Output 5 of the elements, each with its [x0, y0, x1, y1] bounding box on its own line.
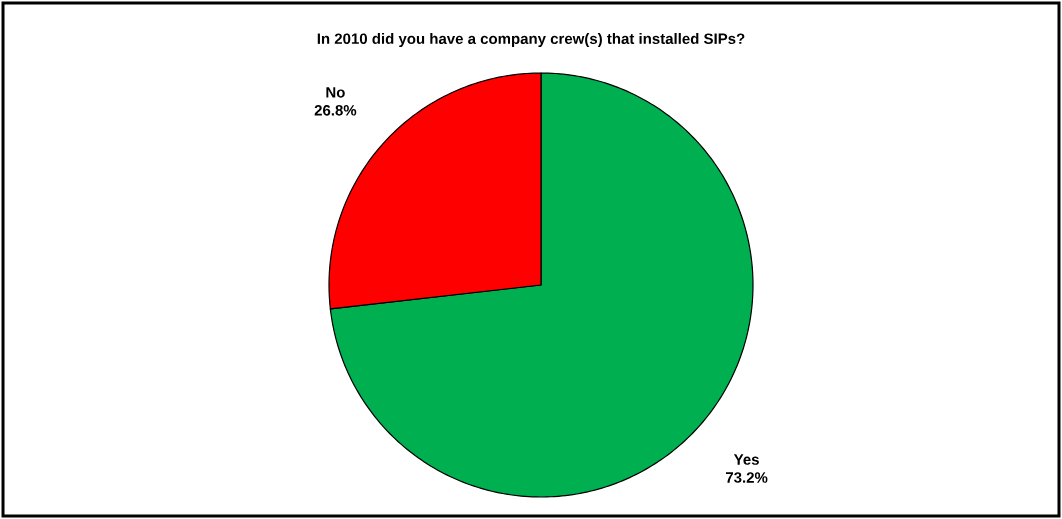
- data-label: 26.8%: [314, 105, 357, 116]
- slice-label: No: [326, 87, 345, 98]
- chart-title: In 2010 did you have a company crew(s) that installed SIPs?: [317, 33, 745, 47]
- slice-label: Yes: [733, 454, 759, 465]
- data-label: 73.2%: [725, 472, 768, 483]
